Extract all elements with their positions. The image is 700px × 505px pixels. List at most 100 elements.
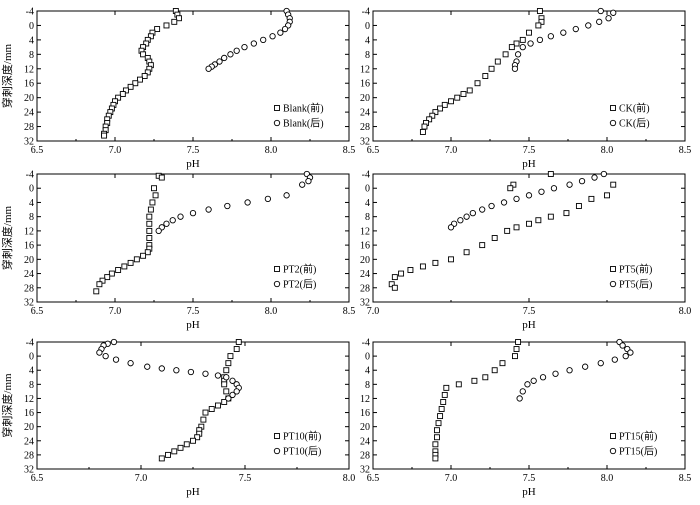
data-point-square	[448, 98, 454, 105]
y-tick-label: 20	[24, 255, 34, 266]
data-point-circle	[202, 370, 209, 377]
y-tick-label: 32	[360, 298, 370, 309]
series-circle	[205, 7, 293, 72]
data-point-square	[435, 420, 442, 427]
y-tick-label: 20	[360, 255, 370, 266]
data-point-circle	[305, 177, 312, 185]
data-point-square	[479, 242, 486, 249]
y-tick-label: 16	[24, 241, 34, 252]
data-point-square	[499, 360, 506, 367]
y-tick-label: -4	[26, 7, 34, 18]
data-point-circle	[224, 202, 231, 210]
y-tick-label: 4	[365, 198, 370, 209]
y-tick-label: 28	[24, 450, 34, 461]
data-point-square	[132, 80, 139, 87]
legend-entry: PT2(前)	[274, 263, 316, 276]
y-tick-label: 8	[365, 380, 370, 391]
y-tick-label: 0	[29, 21, 34, 32]
panel-ck: 6.5 7.0 7.5 8.0 8.5 -4 0 4 8 12 16 20 24 28 32 pH CK(前) C…	[360, 7, 691, 171]
data-point-square	[158, 455, 165, 462]
series-square	[101, 8, 182, 139]
series-square	[93, 172, 165, 295]
x-tick-label: 7.0	[109, 145, 122, 156]
data-point-circle	[264, 195, 272, 203]
panel-pt15: 6.5 7.0 7.5 8.0 8.5 -4 0 4 8 12 16 20 24 28 32 pH PT15(前…	[360, 338, 691, 499]
series-square	[432, 339, 522, 462]
legend-marker-circle	[273, 447, 281, 455]
legend-entry: PT2(后)	[273, 279, 316, 291]
data-point-square	[438, 406, 445, 412]
data-point-square	[443, 384, 450, 391]
y-tick-label: 28	[24, 122, 34, 133]
legend-label: PT10(后)	[283, 446, 321, 458]
y-tick-label: 20	[360, 93, 370, 104]
y-tick-label: 28	[360, 122, 370, 133]
data-point-square	[460, 91, 467, 98]
y-tick-label: 4	[29, 35, 34, 46]
data-point-square	[152, 192, 159, 199]
y-axis-label: 穿刺深度/mm	[0, 205, 14, 270]
x-tick-label: 8.5	[679, 473, 692, 484]
data-point-square	[471, 377, 478, 384]
legend-label: PT2(前)	[283, 263, 316, 276]
data-point-square	[388, 281, 395, 288]
data-point-square	[115, 267, 122, 273]
x-tick-label: 7.5	[187, 306, 200, 317]
x-tick-label: 8.5	[679, 145, 692, 156]
data-point-square	[223, 367, 230, 374]
data-point-square	[391, 274, 398, 281]
data-point-circle	[524, 381, 531, 388]
data-point-square	[419, 263, 426, 270]
x-tick-label: 7.5	[523, 145, 536, 156]
data-point-circle	[457, 217, 464, 224]
y-tick-label: 16	[360, 241, 370, 252]
legend-marker-circle	[609, 447, 617, 455]
y-tick-label: 8	[29, 380, 34, 391]
y-tick-label: 16	[360, 408, 370, 419]
data-point-square	[588, 195, 595, 202]
x-tick-label: 8.0	[601, 473, 614, 484]
data-point-square	[474, 80, 481, 87]
legend-entry: PT10(前)	[274, 430, 321, 443]
data-point-square	[432, 455, 439, 462]
data-point-circle	[519, 43, 526, 51]
data-point-square	[455, 381, 462, 388]
data-point-square	[202, 409, 209, 416]
data-point-square	[158, 174, 165, 181]
data-point-square	[519, 36, 526, 43]
data-point-circle	[597, 7, 604, 15]
y-tick-label: 16	[24, 79, 34, 90]
x-tick-label: 8.5	[343, 306, 356, 317]
data-point-square	[513, 40, 520, 47]
y-tick-label: 24	[360, 108, 370, 119]
data-point-square	[121, 263, 128, 270]
data-point-square	[127, 259, 134, 266]
data-point-square	[604, 192, 610, 199]
data-point-circle	[596, 18, 603, 25]
data-point-square	[163, 22, 170, 29]
y-axis-label: 穿刺深度/mm	[0, 43, 14, 108]
legend-entry: Blank(后)	[273, 118, 324, 130]
data-point-circle	[177, 213, 184, 220]
x-tick-label: 7.5	[523, 473, 536, 484]
data-point-circle	[260, 36, 267, 44]
x-tick-label: 7.5	[187, 145, 200, 156]
data-point-square	[190, 437, 196, 444]
data-point-circle	[269, 33, 276, 40]
data-point-circle	[463, 213, 470, 220]
legend-marker-circle	[609, 119, 617, 127]
data-point-circle	[214, 372, 222, 379]
y-tick-label: 32	[360, 137, 370, 148]
data-point-circle	[605, 15, 612, 22]
data-point-square	[432, 441, 439, 448]
data-point-square	[491, 367, 498, 374]
x-tick-label: 7.5	[523, 306, 536, 317]
data-point-circle	[566, 181, 573, 188]
data-point-circle	[244, 199, 251, 206]
data-point-circle	[538, 188, 545, 195]
data-point-circle	[582, 363, 589, 370]
y-tick-label: 12	[24, 226, 34, 237]
x-tick-label: 6.5	[31, 145, 44, 156]
data-point-square	[515, 339, 522, 345]
